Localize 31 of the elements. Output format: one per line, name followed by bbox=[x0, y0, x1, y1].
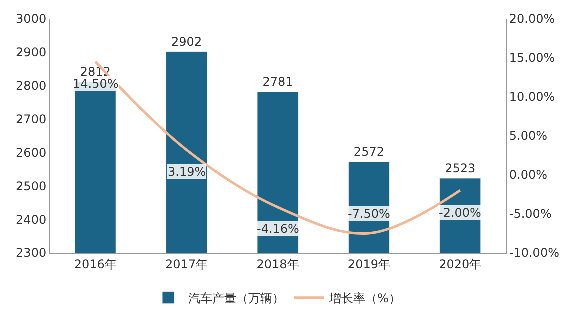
data-label: -7.50% bbox=[348, 207, 390, 221]
x-tick-label: 2020年 bbox=[439, 257, 482, 272]
x-tick-label: 2018年 bbox=[256, 257, 300, 272]
x-tick-label: 2019年 bbox=[348, 257, 390, 272]
y2-tick-label: 10.00% bbox=[509, 90, 556, 104]
data-label: 2781 bbox=[262, 75, 294, 90]
x-tick-label: 2016年 bbox=[74, 257, 117, 272]
y-tick-label: 3000 bbox=[16, 12, 47, 26]
y2-tick-label: 5.00% bbox=[509, 129, 548, 144]
y2-tick-label: 0.00% bbox=[509, 168, 548, 182]
y-tick-label: 2700 bbox=[16, 112, 47, 126]
y-tick-label: 2300 bbox=[16, 246, 47, 260]
data-label: 3.19% bbox=[168, 165, 206, 179]
data-label: 2572 bbox=[354, 145, 384, 160]
legend-label: 增长率（%） bbox=[328, 292, 401, 306]
y-tick-label: 2600 bbox=[16, 146, 47, 160]
data-label: 2523 bbox=[445, 161, 476, 176]
data-label: 2902 bbox=[172, 34, 202, 49]
y-tick-label: 2400 bbox=[16, 212, 47, 227]
x-tick-label: 2017年 bbox=[166, 257, 208, 272]
data-label: 14.50% bbox=[73, 77, 119, 91]
y-tick-label: 2500 bbox=[16, 179, 47, 194]
y2-tick-label: 15.00% bbox=[509, 51, 556, 66]
legend-label: 汽车产量（万辆） bbox=[188, 292, 284, 306]
y2-tick-label: 20.00% bbox=[509, 12, 556, 26]
data-label: -4.16% bbox=[257, 222, 300, 236]
y2-tick-label: -10.00% bbox=[509, 246, 560, 260]
data-label: -2.00% bbox=[439, 206, 482, 220]
y-tick-label: 2900 bbox=[16, 46, 47, 60]
y-tick-label: 2800 bbox=[16, 79, 47, 94]
y2-tick-label: -5.00% bbox=[509, 207, 552, 222]
